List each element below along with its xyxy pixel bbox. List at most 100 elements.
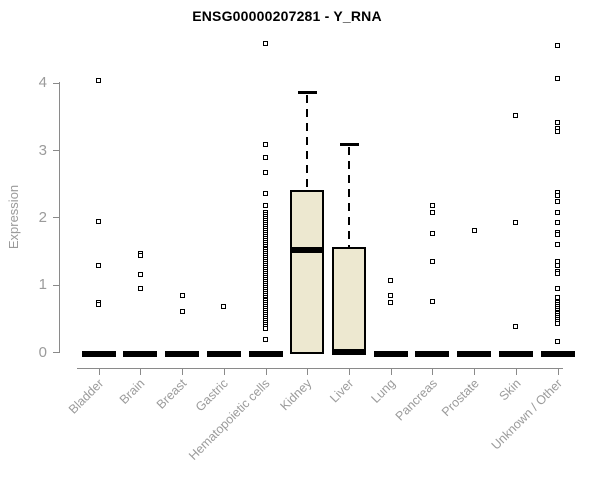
median-line-zero xyxy=(248,351,283,357)
x-tick xyxy=(223,368,225,375)
y-tick-label: 1 xyxy=(38,276,47,294)
outlier-point xyxy=(179,292,185,298)
median-line-zero xyxy=(123,351,158,357)
y-tick xyxy=(53,82,59,84)
y-tick-label: 0 xyxy=(38,343,47,361)
outlier-point xyxy=(555,75,561,81)
whisker-cap xyxy=(297,90,317,94)
median-line xyxy=(290,246,325,253)
x-tick-label: Kidney xyxy=(277,376,315,414)
outlier-point xyxy=(179,309,185,315)
x-tick xyxy=(140,368,142,375)
median-line-zero xyxy=(373,351,408,357)
outlier-point xyxy=(555,339,561,345)
outlier-point xyxy=(388,299,394,305)
outlier-point xyxy=(388,292,394,298)
boxplot-box xyxy=(290,190,325,354)
x-tick-label: Brain xyxy=(117,376,148,407)
outlier-point xyxy=(429,231,435,237)
outlier-point xyxy=(513,112,519,118)
outlier-point xyxy=(513,323,519,329)
outlier-point xyxy=(555,263,561,269)
outlier-point xyxy=(263,191,269,197)
outlier-point xyxy=(263,142,269,148)
outlier-point xyxy=(555,42,561,48)
x-tick xyxy=(182,368,184,375)
y-axis-line xyxy=(59,82,60,353)
x-tick xyxy=(349,368,351,375)
outlier-point xyxy=(555,242,561,248)
x-tick xyxy=(557,368,559,375)
outlier-point xyxy=(263,40,269,46)
x-tick-label: Pancreas xyxy=(392,376,440,424)
outlier-point xyxy=(263,202,269,208)
x-tick xyxy=(265,368,267,375)
x-tick xyxy=(390,368,392,375)
whisker-cap xyxy=(339,143,359,147)
boxplot-box xyxy=(332,247,367,354)
outlier-point xyxy=(429,259,435,265)
outlier-point xyxy=(429,202,435,208)
chart-title: ENSG00000207281 - Y_RNA xyxy=(192,8,382,24)
y-tick xyxy=(53,217,59,219)
median-line xyxy=(332,349,367,355)
outlier-point xyxy=(555,128,561,134)
outlier-point xyxy=(555,192,561,198)
x-tick-label: Breast xyxy=(153,376,190,412)
y-tick-label: 4 xyxy=(38,74,47,92)
outlier-point xyxy=(471,227,477,233)
whisker-line xyxy=(306,94,309,191)
x-tick xyxy=(307,368,309,375)
median-line-zero xyxy=(498,351,533,357)
median-line-zero xyxy=(415,351,450,357)
y-tick xyxy=(53,352,59,353)
x-tick-label: Gastric xyxy=(193,376,232,415)
outlier-point xyxy=(429,210,435,216)
outlier-point xyxy=(263,325,269,331)
outlier-point xyxy=(555,199,561,205)
whisker-line xyxy=(348,147,351,247)
outlier-point xyxy=(221,304,227,310)
outlier-point xyxy=(263,155,269,160)
x-tick xyxy=(432,368,434,375)
x-tick-label: Liver xyxy=(327,376,357,406)
outlier-point xyxy=(137,253,143,259)
outlier-point xyxy=(555,220,561,226)
outlier-point xyxy=(555,210,561,216)
outlier-point xyxy=(96,262,102,268)
y-tick xyxy=(53,150,59,152)
outlier-point xyxy=(96,77,102,83)
median-line-zero xyxy=(206,351,241,357)
outlier-point xyxy=(388,278,394,284)
x-tick xyxy=(98,368,100,375)
outlier-point xyxy=(555,320,561,326)
outlier-point xyxy=(263,170,269,176)
median-line-zero xyxy=(540,351,575,357)
x-tick-label: Lung xyxy=(368,376,398,406)
outlier-point xyxy=(137,286,143,292)
outlier-point xyxy=(555,285,561,291)
x-tick-label: Skin xyxy=(495,376,524,404)
y-tick-label: 2 xyxy=(38,208,47,226)
outlier-point xyxy=(137,272,143,278)
x-tick xyxy=(515,368,517,375)
x-tick-label: Hematopoietic cells xyxy=(186,376,273,463)
median-line-zero xyxy=(165,351,200,357)
x-tick-label: Bladder xyxy=(65,376,106,417)
median-line-zero xyxy=(81,351,116,357)
outlier-point xyxy=(96,218,102,224)
y-tick xyxy=(53,284,59,286)
outlier-point xyxy=(263,337,269,343)
x-tick xyxy=(474,368,476,375)
y-tick-label: 3 xyxy=(38,141,47,159)
outlier-point xyxy=(429,299,435,305)
outlier-point xyxy=(555,120,561,125)
outlier-point xyxy=(513,219,519,225)
x-tick-label: Prostate xyxy=(438,376,482,420)
x-axis-line xyxy=(77,368,563,369)
outlier-point xyxy=(555,232,561,238)
median-line-zero xyxy=(457,351,492,357)
outlier-point xyxy=(555,271,561,277)
